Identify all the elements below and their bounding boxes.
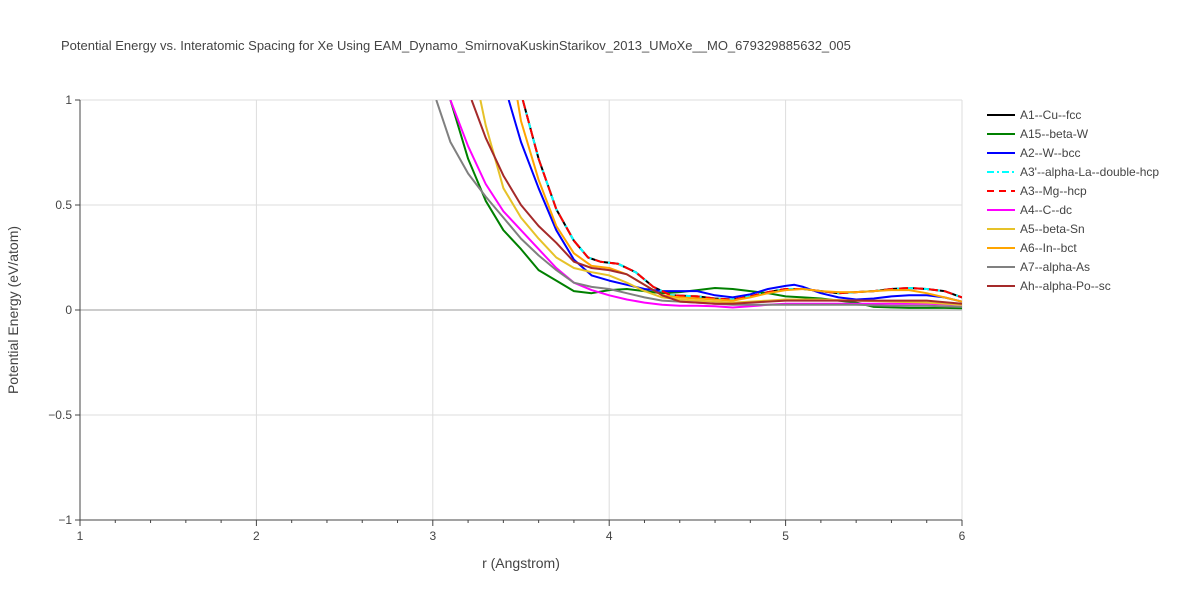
x-tick-label: 6 [959,529,966,543]
series-line-7 [516,100,962,303]
legend-item[interactable]: A2--W--bcc [987,146,1080,160]
legend-label: A6--In--bct [1020,241,1077,255]
series-lines [435,100,962,310]
x-axis-title: r (Angstrom) [482,555,560,571]
x-tick-label: 4 [606,529,613,543]
legend-label: A2--W--bcc [1020,146,1080,160]
legend-item[interactable]: A4--C--dc [987,203,1072,217]
y-axis-title: Potential Energy (eV/atom) [5,226,21,394]
legend-item[interactable]: A5--beta-Sn [987,222,1085,236]
legend-label: Ah--alpha-Po--sc [1020,279,1111,293]
axes [75,99,963,526]
legend-label: A1--Cu--fcc [1020,108,1081,122]
series-line-2 [507,100,962,303]
y-tick-label: 1 [65,93,72,107]
y-tick-label: −1 [58,513,72,527]
legend-label: A5--beta-Sn [1020,222,1085,236]
legend-item[interactable]: A7--alpha-As [987,260,1090,274]
series-line-3 [521,100,962,301]
series-line-6 [479,100,962,306]
legend: A1--Cu--fcc A15--beta-W A2--W--bcc A3'--alp… [987,108,1159,293]
legend-item[interactable]: A1--Cu--fcc [987,108,1081,122]
series-line-1 [449,100,962,310]
legend-item[interactable]: Ah--alpha-Po--sc [987,279,1111,293]
series-line-5 [449,100,962,309]
y-axis-ticks: −1 −0.5 0 0.5 1 [48,93,72,527]
chart-title: Potential Energy vs. Interatomic Spacing… [61,38,851,53]
legend-label: A4--C--dc [1020,203,1072,217]
legend-label: A15--beta-W [1020,127,1089,141]
x-tick-label: 3 [429,529,436,543]
legend-item[interactable]: A6--In--bct [987,241,1077,255]
x-tick-label: 5 [782,529,789,543]
y-tick-label: −0.5 [48,408,72,422]
legend-item[interactable]: A3'--alpha-La--double-hcp [987,165,1159,179]
series-line-4 [521,100,962,301]
series-line-8 [435,100,962,308]
y-tick-label: 0 [65,303,72,317]
x-tick-label: 1 [77,529,84,543]
legend-label: A7--alpha-As [1020,260,1090,274]
plot-area [435,100,962,310]
series-line-0 [521,100,962,301]
legend-label: A3'--alpha-La--double-hcp [1020,165,1159,179]
y-tick-label: 0.5 [55,198,72,212]
x-tick-label: 2 [253,529,260,543]
series-line-9 [470,100,962,305]
x-axis-ticks: 1 2 3 4 5 6 [77,529,966,543]
legend-label: A3--Mg--hcp [1020,184,1087,198]
legend-item[interactable]: A15--beta-W [987,127,1089,141]
legend-item[interactable]: A3--Mg--hcp [987,184,1087,198]
